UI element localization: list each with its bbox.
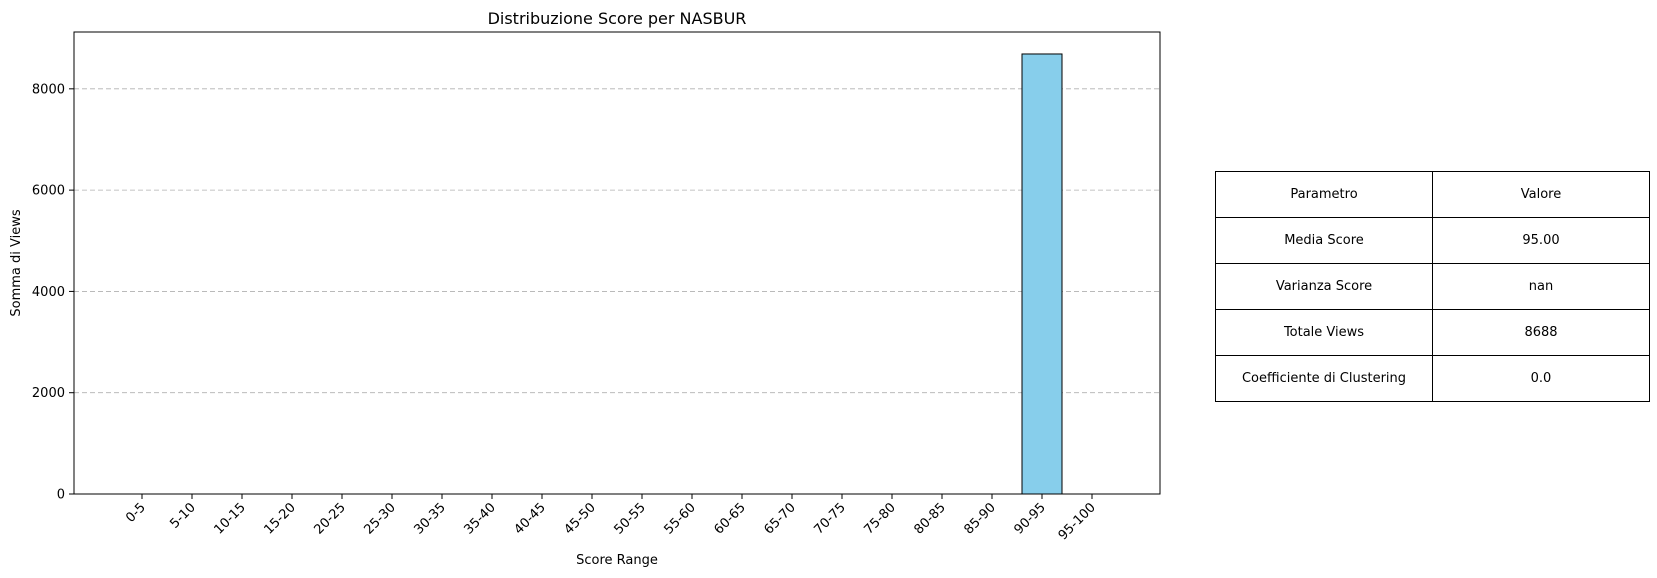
- bar: [1021, 53, 1063, 495]
- table-row: Media Score 95.00: [1215, 217, 1650, 264]
- table-header-row: Parametro Valore: [1215, 171, 1650, 218]
- x-tick-label: 55-60: [662, 500, 699, 537]
- x-tick-label: 5-10: [167, 500, 198, 531]
- table-cell-parameter: Media Score: [1215, 217, 1433, 264]
- x-tick-label: 85-90: [962, 500, 999, 537]
- x-tick-label: 90-95: [1012, 500, 1049, 537]
- x-tick-label: 35-40: [462, 500, 499, 537]
- grid-lines: [74, 88, 1160, 394]
- x-tick-label: 30-35: [412, 500, 449, 537]
- table-header-cell: Parametro: [1215, 171, 1433, 218]
- x-axis-ticks: 0-5 5-10 10-15 15-20 20-25 25-30 30-35 35-40 40-…: [123, 494, 1099, 543]
- x-tick-label: 75-80: [862, 500, 899, 537]
- x-tick-label: 25-30: [362, 500, 399, 537]
- x-tick-label: 45-50: [562, 500, 599, 537]
- y-tick-label: 2000: [32, 386, 65, 401]
- chart-title: Distribuzione Score per NASBUR: [488, 9, 747, 28]
- table-cell-value: 8688: [1432, 309, 1650, 356]
- x-tick-label: 80-85: [912, 500, 949, 537]
- table-header-cell: Valore: [1432, 171, 1650, 218]
- x-tick-label: 95-100: [1056, 500, 1099, 543]
- x-tick-label: 15-20: [262, 500, 299, 537]
- y-axis-label: Somma di Views: [9, 209, 24, 316]
- x-tick-label: 10-15: [212, 500, 249, 537]
- y-axis-ticks: 0 2000 4000 6000 8000: [32, 82, 74, 503]
- y-tick-label: 0: [57, 488, 65, 503]
- stats-table: Parametro Valore Media Score 95.00 Varia…: [1215, 171, 1650, 402]
- table-cell-parameter: Totale Views: [1215, 309, 1433, 356]
- x-tick-label: 65-70: [762, 500, 799, 537]
- table-cell-value: 0.0: [1432, 355, 1650, 402]
- x-tick-label: 20-25: [312, 500, 349, 537]
- plot-frame: [73, 31, 1161, 495]
- x-tick-label: 50-55: [612, 500, 649, 537]
- x-tick-label: 70-75: [812, 500, 849, 537]
- table-cell-parameter: Coefficiente di Clustering: [1215, 355, 1433, 402]
- bars: [1021, 53, 1063, 495]
- table-cell-value: nan: [1432, 263, 1650, 310]
- table-row: Varianza Score nan: [1215, 263, 1650, 310]
- y-tick-label: 8000: [32, 82, 65, 97]
- table-row: Coefficiente di Clustering 0.0: [1215, 355, 1650, 402]
- x-tick-label: 60-65: [712, 500, 749, 537]
- table-cell-parameter: Varianza Score: [1215, 263, 1433, 310]
- y-tick-label: 4000: [32, 285, 65, 300]
- y-tick-label: 6000: [32, 184, 65, 199]
- x-tick-label: 40-45: [512, 500, 549, 537]
- table-cell-value: 95.00: [1432, 217, 1650, 264]
- x-axis-label: Score Range: [576, 553, 658, 568]
- x-tick-label: 0-5: [123, 500, 149, 526]
- bar-chart: Distribuzione Score per NASBUR 0 2000 4000…: [9, 9, 1161, 568]
- table-row: Totale Views 8688: [1215, 309, 1650, 356]
